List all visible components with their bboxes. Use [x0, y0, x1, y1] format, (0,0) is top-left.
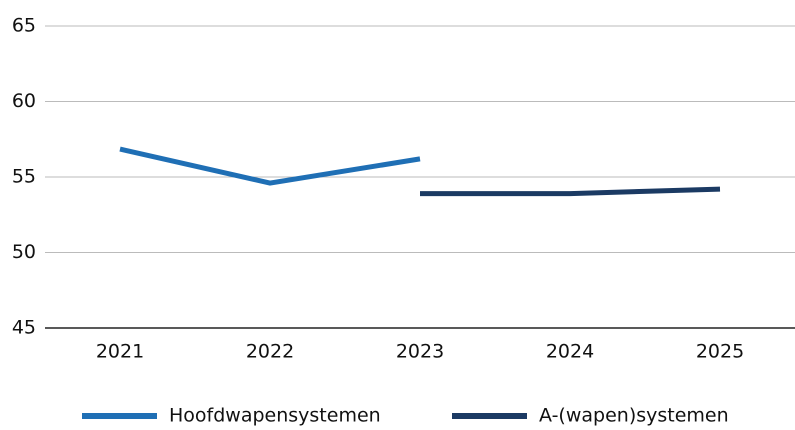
x-tick-label: 2024	[546, 341, 594, 363]
series-line	[420, 186, 721, 197]
y-tick-label: 60	[12, 90, 36, 112]
x-tick-label: 2021	[96, 341, 144, 363]
y-tick-label: 50	[12, 241, 36, 263]
x-tick-label: 2022	[246, 341, 294, 363]
y-tick-label: 45	[12, 317, 36, 339]
legend-label: A-(wapen)systemen	[539, 405, 729, 427]
series-line	[119, 146, 421, 186]
legend-label: Hoofdwapensystemen	[169, 405, 381, 427]
y-tick-label: 55	[12, 166, 36, 188]
y-tick-label: 65	[12, 15, 36, 37]
x-tick-label: 2025	[696, 341, 744, 363]
x-tick-label: 2023	[396, 341, 444, 363]
